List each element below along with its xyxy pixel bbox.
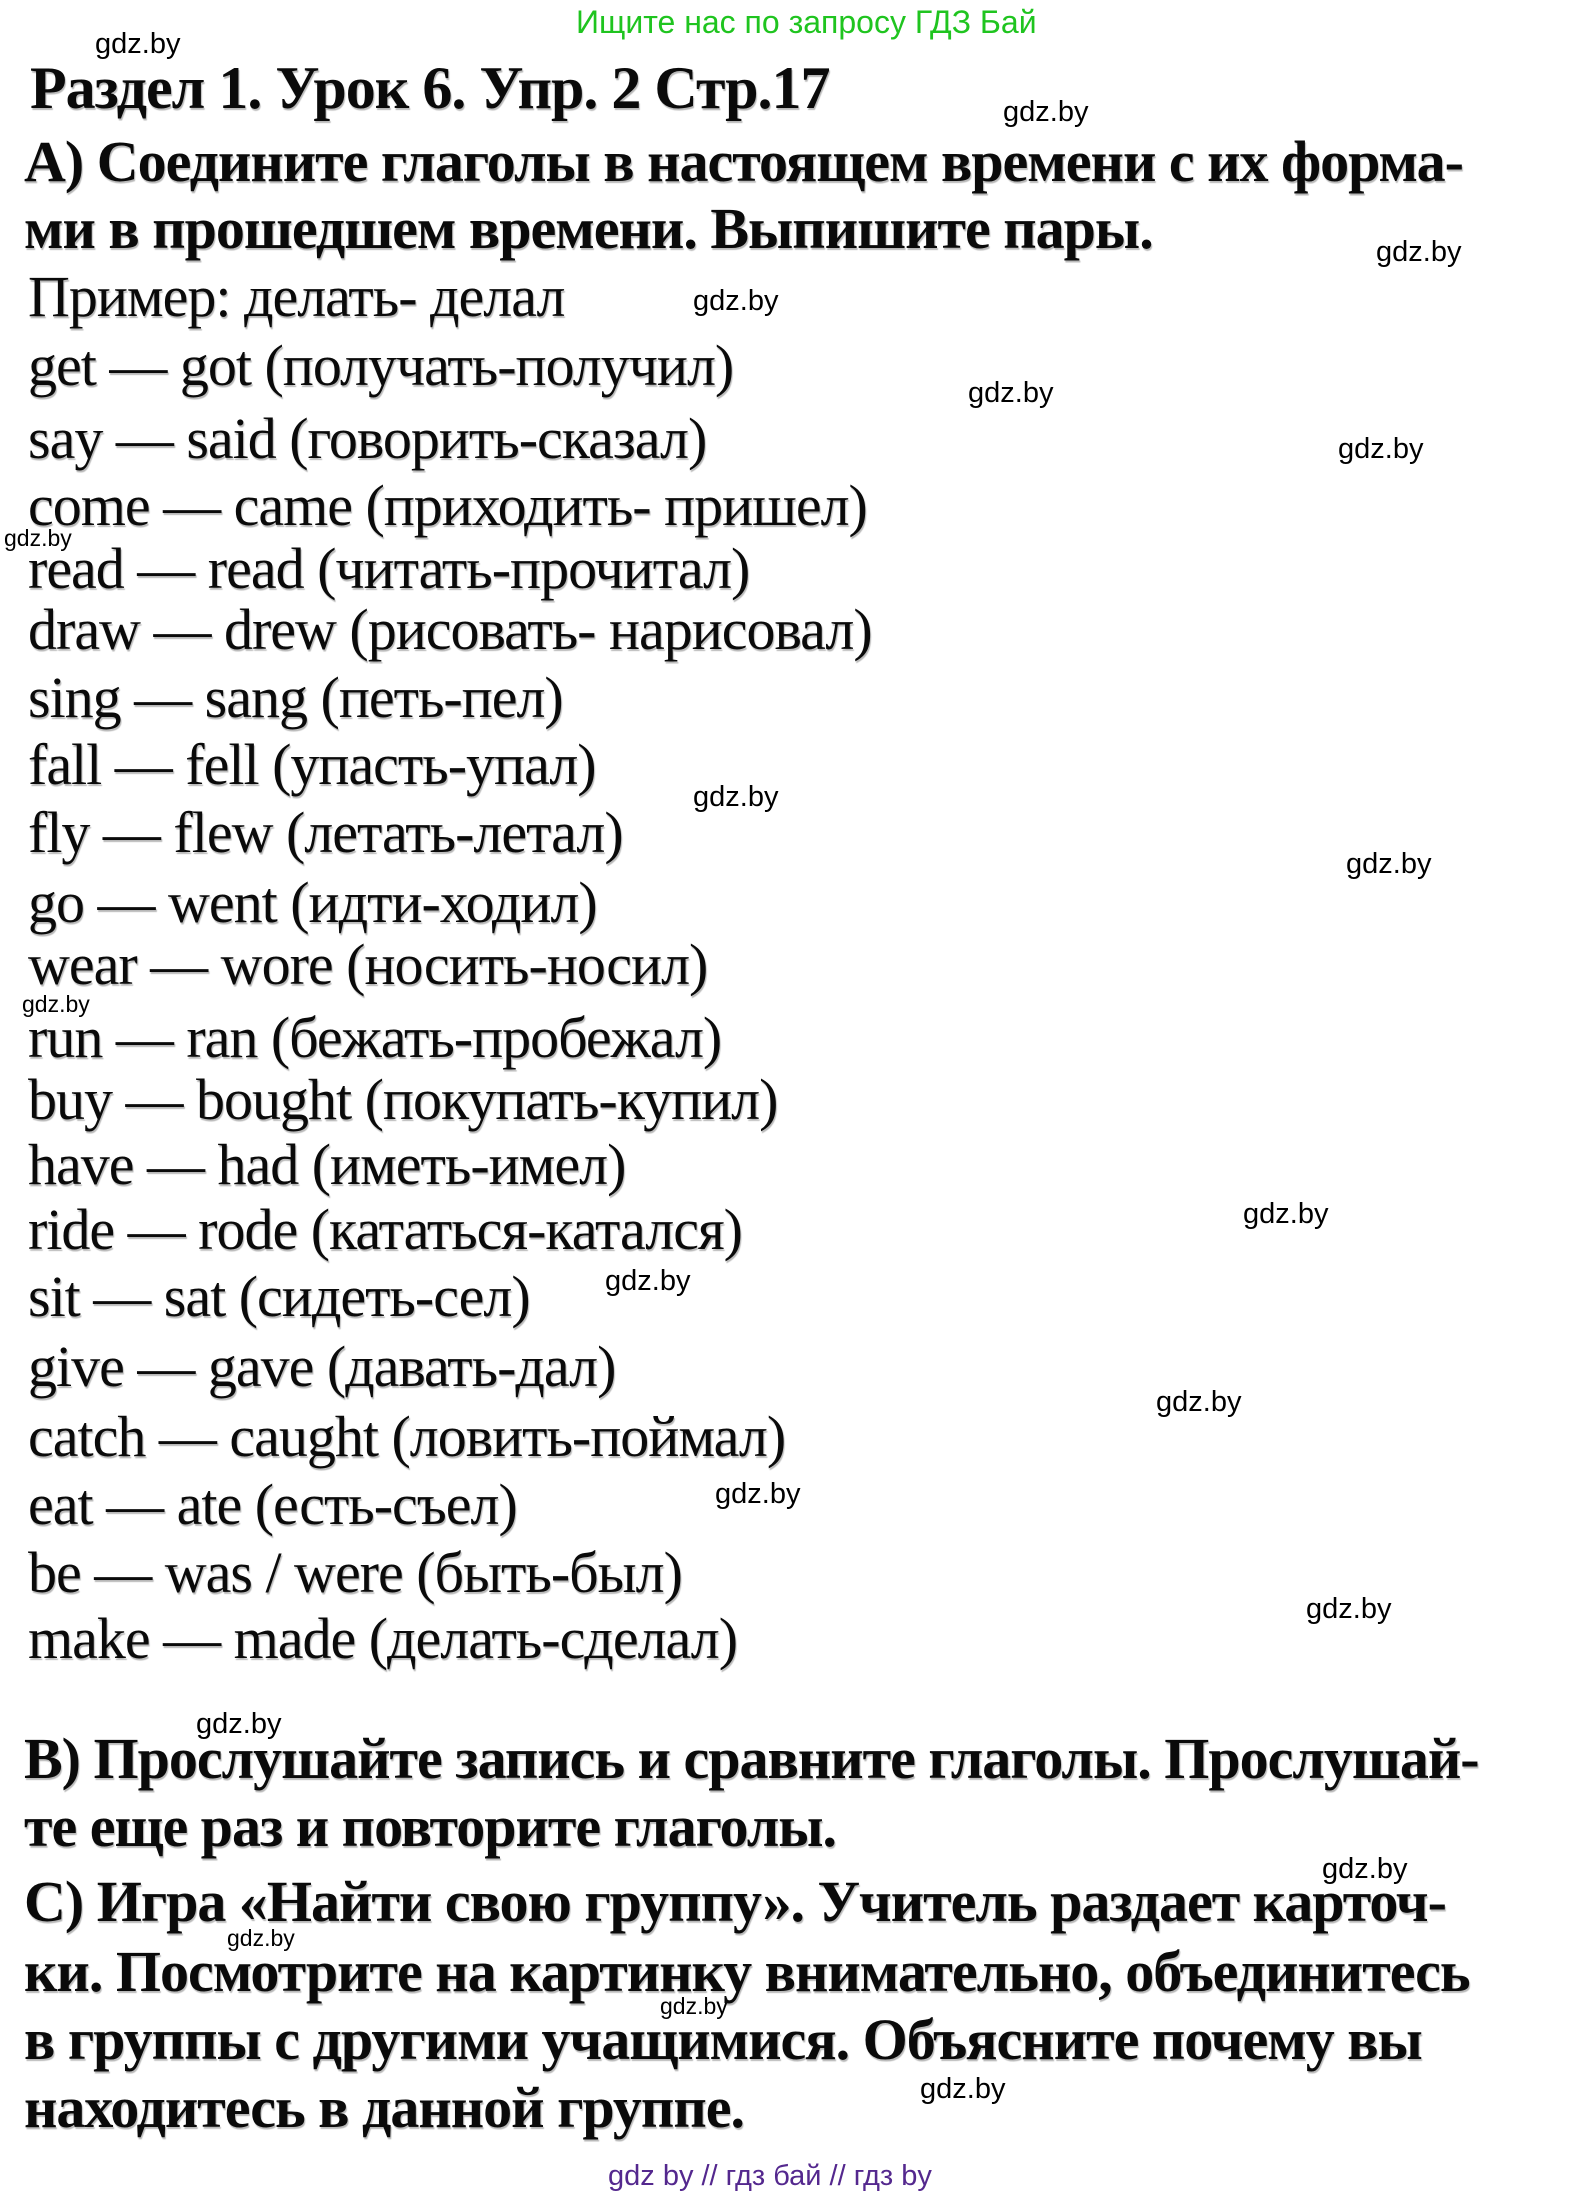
- verb-pair: come — came (приходить- пришел): [28, 473, 868, 538]
- gdz-watermark: gdz.by: [1346, 848, 1432, 880]
- verb-pair: have — had (иметь-имел): [28, 1132, 626, 1197]
- verb-pair: fall — fell (упасть-упал): [28, 732, 597, 797]
- gdz-watermark: gdz.by: [693, 285, 779, 317]
- verb-pair: go — went (идти-ходил): [28, 870, 598, 935]
- page-title: Раздел 1. Урок 6. Упр. 2 Стр.17: [30, 55, 831, 121]
- verb-pair: sit — sat (сидеть-сел): [28, 1264, 531, 1329]
- gdz-watermark: gdz.by: [660, 1993, 728, 2019]
- task-c-line2: ки. Посмотрите на картинку внимательно, …: [24, 1939, 1471, 2004]
- verb-pair: catch — caught (ловить-поймал): [28, 1404, 786, 1469]
- verb-pair: eat — ate (есть-съел): [28, 1472, 518, 1537]
- verb-pair: make — made (делать-сделал): [28, 1606, 738, 1671]
- verb-pair: buy — bought (покупать-купил): [28, 1067, 778, 1132]
- verb-pair: ride — rode (кататься-катался): [28, 1197, 743, 1262]
- verb-pair: run — ran (бежать-пробежал): [28, 1005, 722, 1070]
- footer-links: gdz by // гдз бай // гдз by: [608, 2160, 932, 2192]
- verb-pair: give — gave (давать-дал): [28, 1334, 616, 1399]
- gdz-watermark: gdz.by: [1338, 433, 1424, 465]
- example-line: Пример: делать- делал: [28, 264, 565, 329]
- verb-pair: draw — drew (рисовать- нарисовал): [28, 597, 873, 662]
- task-b-line1: В) Прослушайте запись и сравните глаголы…: [24, 1726, 1480, 1791]
- gdz-watermark: gdz.by: [715, 1478, 801, 1510]
- task-c-line1: С) Игра «Найти свою группу». Учитель раз…: [24, 1869, 1447, 1934]
- gdz-watermark: gdz.by: [1322, 1853, 1408, 1885]
- verb-pair: fly — flew (летать-летал): [28, 800, 624, 865]
- gdz-watermark: gdz.by: [1376, 236, 1462, 268]
- verb-pair: sing — sang (петь-пел): [28, 665, 564, 730]
- verb-pair: wear — wore (носить-носил): [28, 932, 708, 997]
- gdz-watermark: gdz.by: [196, 1708, 282, 1740]
- gdz-watermark: gdz.by: [1306, 1593, 1392, 1625]
- gdz-watermark: gdz.by: [1243, 1198, 1329, 1230]
- gdz-watermark: gdz.by: [1156, 1386, 1242, 1418]
- gdz-watermark: gdz.by: [227, 1925, 295, 1951]
- verb-pair: say — said (говорить-сказал): [28, 406, 707, 471]
- verb-pair: read — read (читать-прочитал): [28, 536, 750, 601]
- gdz-watermark: gdz.by: [4, 525, 72, 551]
- task-a-line1: А) Соедините глаголы в настоящем времени…: [24, 129, 1464, 194]
- task-b-line2: те еще раз и повторите глаголы.: [24, 1794, 837, 1859]
- gdz-watermark: gdz.by: [605, 1265, 691, 1297]
- verb-pair: be — was / were (быть-был): [28, 1540, 683, 1605]
- gdz-watermark: gdz.by: [95, 28, 181, 60]
- task-a-line2: ми в прошедшем времени. Выпишите пары.: [24, 196, 1154, 261]
- gdz-watermark: gdz.by: [693, 781, 779, 813]
- gdz-watermark: gdz.by: [920, 2073, 1006, 2105]
- promo-banner: Ищите нас по запросу ГДЗ Бай: [576, 4, 1037, 40]
- gdz-watermark: gdz.by: [1003, 96, 1089, 128]
- task-c-line4: находитесь в данной группе.: [24, 2075, 745, 2140]
- verb-pair: get — got (получать-получил): [28, 333, 734, 398]
- gdz-watermark: gdz.by: [968, 377, 1054, 409]
- task-c-line3: в группы с другими учащимися. Объясните …: [24, 2007, 1423, 2072]
- gdz-watermark: gdz.by: [22, 991, 90, 1017]
